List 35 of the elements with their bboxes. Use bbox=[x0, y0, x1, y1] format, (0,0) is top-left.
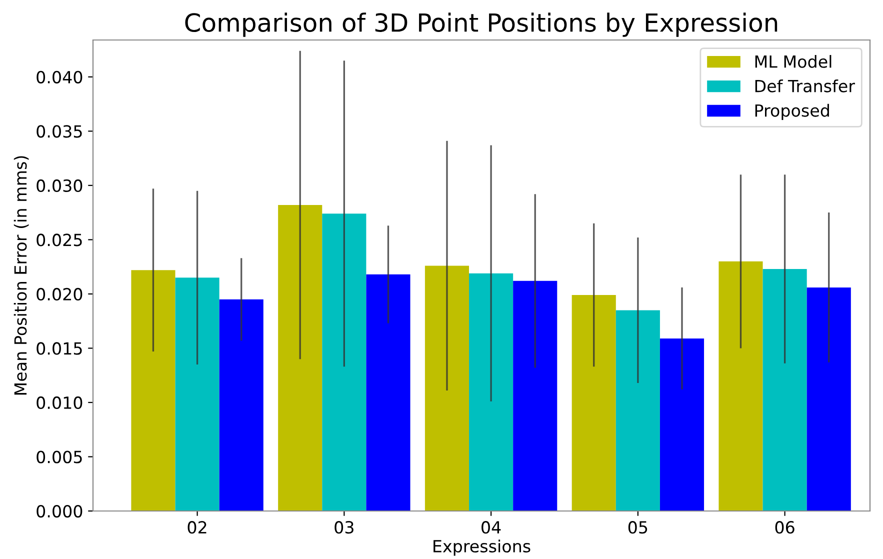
y-tick-label: 0.040 bbox=[36, 70, 82, 84]
bar bbox=[278, 204, 322, 511]
x-tick-label: 04 bbox=[482, 521, 501, 534]
bar bbox=[572, 295, 616, 511]
bar bbox=[366, 274, 410, 511]
bar bbox=[424, 266, 470, 511]
y-tick-label: 0.035 bbox=[36, 125, 82, 138]
bar bbox=[616, 310, 660, 511]
bar bbox=[660, 338, 704, 511]
bar bbox=[762, 268, 807, 511]
x-tick-label: 06 bbox=[775, 521, 794, 534]
bar bbox=[718, 261, 763, 511]
x-axis-title: Expressions bbox=[434, 540, 530, 556]
chart-title: Comparison of 3D Point Positions by Expression bbox=[185, 12, 778, 37]
legend-label: Proposed bbox=[755, 104, 829, 120]
bar bbox=[469, 273, 514, 511]
bar bbox=[806, 287, 851, 511]
y-axis-title: Mean Position Error (in mms) bbox=[14, 156, 29, 395]
x-tick-label: 05 bbox=[628, 521, 648, 534]
bar bbox=[175, 278, 220, 511]
x-tick-label: 02 bbox=[188, 521, 206, 534]
bar bbox=[322, 214, 366, 511]
y-tick-label: 0.025 bbox=[36, 234, 82, 246]
y-tick-label: 0.015 bbox=[36, 342, 82, 355]
y-tick-label: 0.020 bbox=[36, 288, 82, 301]
legend-label: Def Transfer bbox=[755, 79, 855, 92]
bar bbox=[513, 280, 558, 511]
y-tick-label: 0.010 bbox=[36, 396, 82, 410]
bar bbox=[131, 270, 176, 511]
y-tick-label: 0.005 bbox=[36, 450, 82, 464]
y-tick-label: 0.030 bbox=[36, 179, 82, 192]
y-tick-label: 0.000 bbox=[36, 504, 82, 518]
x-tick-label: 03 bbox=[334, 521, 354, 534]
legend-label: ML Model bbox=[755, 55, 832, 68]
bar bbox=[219, 299, 264, 511]
